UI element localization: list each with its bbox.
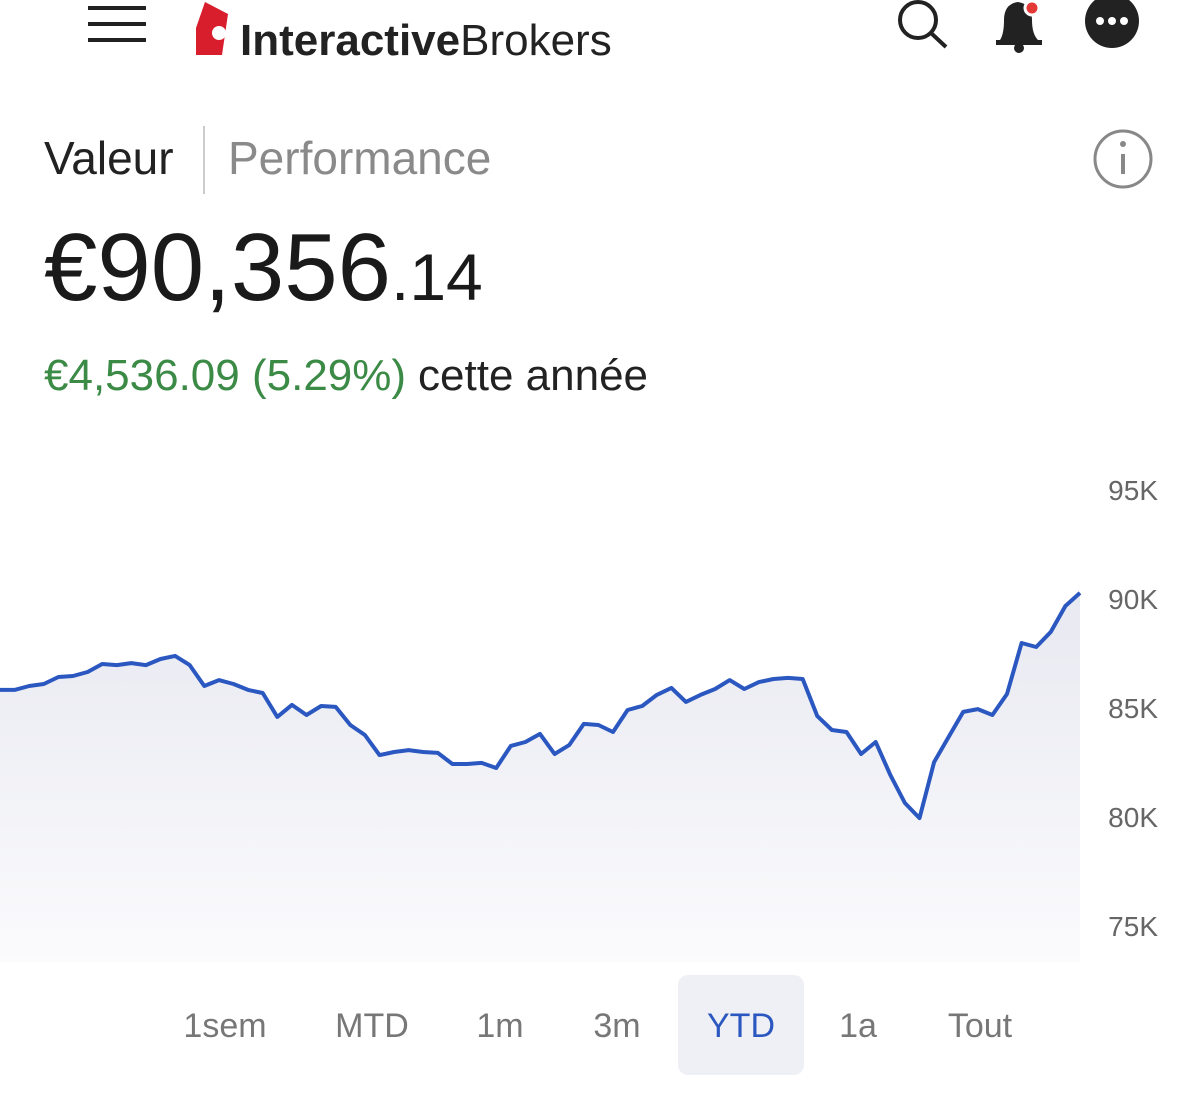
range-button[interactable]: 1sem xyxy=(183,1007,266,1045)
more-button[interactable] xyxy=(1085,0,1139,48)
y-tick-label: 75K xyxy=(1108,911,1158,942)
y-tick-label: 90K xyxy=(1108,584,1158,615)
balance-main: €90,356 xyxy=(44,214,391,321)
range-button[interactable]: YTD xyxy=(707,1007,775,1045)
range-button[interactable]: 1a xyxy=(839,1007,877,1045)
area-fill xyxy=(0,592,1080,962)
change-amount: €4,536.09 (5.29%) xyxy=(44,351,406,400)
range-selected-bg xyxy=(678,975,804,1075)
range-selector: 1sem MTD 1m 3m YTD 1a Tout xyxy=(183,975,1013,1075)
tab-valeur[interactable]: Valeur xyxy=(44,132,174,184)
range-button[interactable]: 3m xyxy=(593,1007,640,1045)
logo-text: InteractiveBrokers xyxy=(240,16,612,65)
range-button[interactable]: MTD xyxy=(335,1007,409,1045)
notifications-button[interactable] xyxy=(996,0,1042,53)
range-button[interactable]: Tout xyxy=(948,1007,1013,1045)
change: €4,536.09 (5.29%) cette année xyxy=(44,351,648,400)
range-button[interactable]: 1m xyxy=(476,1007,523,1045)
menu-button[interactable] xyxy=(88,6,146,42)
search-button[interactable] xyxy=(898,0,948,49)
info-button[interactable] xyxy=(1093,129,1153,189)
logo-icon-dot xyxy=(212,26,226,40)
balance: €90,356.14 xyxy=(44,214,483,321)
logo-regular: Brokers xyxy=(460,16,612,65)
logo-bold: Interactive xyxy=(240,16,460,65)
chart: 95K 90K 85K 80K 75K xyxy=(0,475,1158,962)
logo-icon xyxy=(196,2,228,55)
tab-performance[interactable]: Performance xyxy=(228,132,491,184)
y-tick-label: 85K xyxy=(1108,693,1158,724)
balance-decimals: .14 xyxy=(391,240,483,314)
y-tick-label: 95K xyxy=(1108,475,1158,506)
change-period: cette année xyxy=(418,351,648,400)
value-line xyxy=(0,591,1082,821)
y-tick-label: 80K xyxy=(1108,802,1158,833)
